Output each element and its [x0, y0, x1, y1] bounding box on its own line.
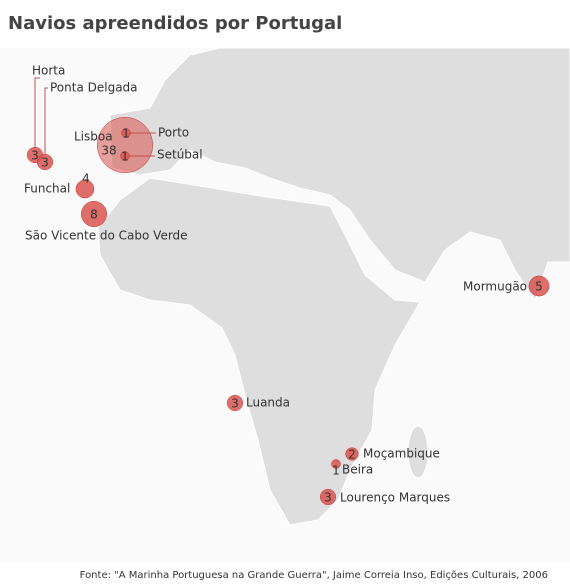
place-name: Horta [32, 64, 65, 78]
place-name: Funchal [24, 182, 70, 196]
place-count: 4 [82, 172, 90, 186]
place-count: 3 [324, 491, 332, 505]
land [97, 47, 570, 526]
place-count: 1 [122, 127, 130, 141]
place-circle [331, 459, 341, 469]
place-name: Moçambique [363, 447, 440, 461]
place-name: São Vicente do Cabo Verde [25, 229, 188, 243]
leader-line [34, 77, 40, 148]
place-circle [345, 447, 359, 461]
place-name: Ponta Delgada [50, 81, 138, 95]
place-circle [226, 394, 244, 412]
place-name: Mormugão [463, 280, 527, 294]
place-count: 8 [90, 208, 98, 222]
place-count: 38 [101, 144, 116, 158]
place-circle [97, 117, 153, 173]
place-name: Lourenço Marques [340, 491, 450, 505]
place-count: 2 [348, 448, 356, 462]
leader-line [44, 87, 48, 155]
place-circle [528, 275, 550, 297]
title: Navios apreendidos por Portugal [8, 13, 342, 34]
place-name: Porto [158, 126, 189, 140]
source: Fonte: "A Marinha Portuguesa na Grande G… [80, 570, 548, 581]
place-circle [75, 179, 95, 199]
place-count: 1 [121, 150, 129, 164]
place-name: Lisboa [74, 130, 113, 144]
place-count: 3 [31, 149, 39, 163]
place-count: 3 [231, 397, 239, 411]
place-name: Beira [342, 463, 373, 477]
place-circle [81, 201, 107, 227]
place-count: 1 [332, 464, 340, 478]
place-name: Setúbal [157, 148, 203, 162]
place-count: 5 [535, 280, 543, 294]
place-name: Luanda [246, 396, 290, 410]
place-count: 3 [41, 156, 49, 170]
place-circle [319, 488, 337, 506]
